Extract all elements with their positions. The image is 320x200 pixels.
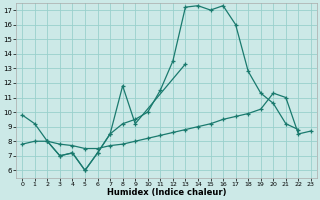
X-axis label: Humidex (Indice chaleur): Humidex (Indice chaleur)	[107, 188, 226, 197]
